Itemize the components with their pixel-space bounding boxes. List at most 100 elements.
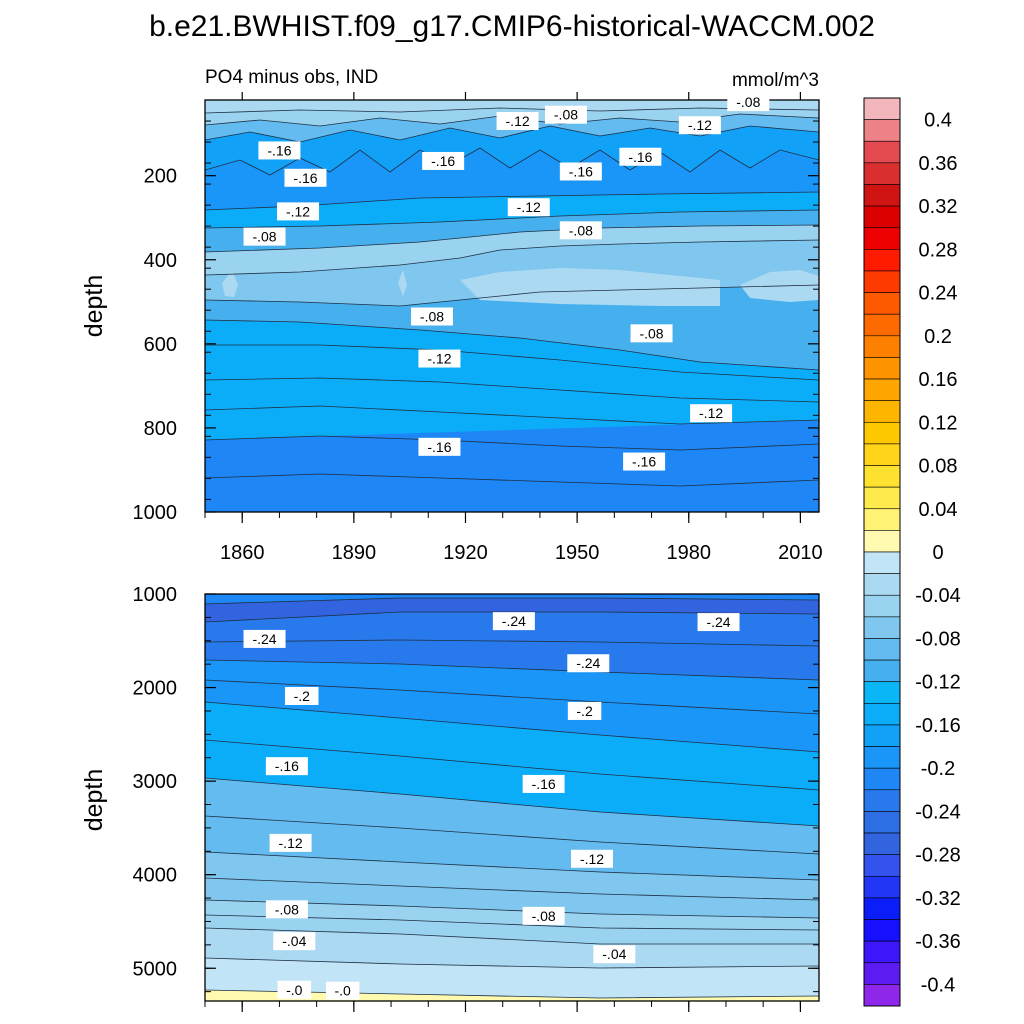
- colorbar-tick-label: -0.08: [915, 628, 961, 650]
- colorbar-swatch: [863, 140, 901, 164]
- contour-label-text: -.24: [502, 613, 526, 629]
- contour-label: -.24: [697, 613, 740, 632]
- contour-label-text: -.24: [706, 614, 730, 630]
- colorbar-swatch: [863, 205, 901, 229]
- colorbar-swatch: [863, 919, 901, 942]
- contour-label: -.08: [243, 227, 286, 246]
- colorbar-tick-label: -0.2: [921, 758, 955, 780]
- contour-label-box: [567, 654, 610, 673]
- upper-pocket-b: [398, 270, 407, 296]
- contour-label: -.16: [623, 452, 666, 471]
- x-tick-label: 2010: [778, 542, 823, 564]
- colorbar-tick-label: 0.4: [924, 110, 952, 132]
- contour-label-text: -.08: [252, 229, 276, 245]
- colorbar: 0.4 0.36 0.32 0.28 0.24 0.2 0.16 0.12 0.08 0.04 0 -…: [863, 97, 961, 1007]
- contour-label-box: [418, 437, 461, 456]
- colorbar-swatch: [863, 335, 901, 358]
- contour-label-text: -.08: [736, 94, 760, 110]
- lower-contour-line: [205, 701, 819, 753]
- contour-label-text: -.12: [580, 851, 604, 867]
- contour-label-text: -.0: [286, 982, 303, 998]
- colorbar-swatch: [863, 897, 901, 920]
- colorbar-swatch: [863, 400, 901, 423]
- contour-label-box: [678, 116, 721, 135]
- y-tick-label: 5000: [133, 958, 178, 980]
- y-tick-label: 2000: [133, 678, 178, 700]
- upper-contour-line: [205, 377, 819, 403]
- colorbar-swatch: [863, 313, 901, 337]
- colorbar-tick-label: -0.32: [915, 888, 961, 910]
- contour-label: -.16: [284, 168, 327, 187]
- colorbar-swatch: [863, 270, 901, 293]
- lower-contour-line: [205, 927, 819, 945]
- colorbar-swatch: [863, 811, 901, 834]
- upper-y-ticks: 200 400 600 800 1000: [133, 99, 819, 524]
- contour-label: -.2: [285, 686, 319, 705]
- contour-label: -.12: [277, 202, 320, 221]
- colorbar-tick-label: -0.36: [915, 931, 961, 953]
- colorbar-swatch: [863, 378, 901, 401]
- x-tick-label: 1980: [667, 542, 712, 564]
- colorbar-tick-label: -0.4: [921, 974, 955, 996]
- colorbar-swatch: [863, 616, 901, 639]
- lower-contour-labels: -.24 -.24 -.24 -.24 -.2 -.2 -.16 -.16 -.12 -.12 -.…: [243, 612, 740, 1000]
- colorbar-swatch: [863, 465, 901, 488]
- lower-contour-fill: [205, 594, 819, 1001]
- colorbar-swatch: [863, 681, 901, 704]
- colorbar-swatch: [863, 940, 901, 964]
- contour-label-box: [559, 162, 602, 181]
- upper-contour-fill: [205, 100, 819, 512]
- contour-label-box: [522, 906, 565, 925]
- colorbar-swatch: [863, 638, 901, 661]
- colorbar-swatch: [863, 162, 901, 185]
- contour-label-text: -.12: [279, 835, 303, 851]
- contour-label-text: -.2: [294, 688, 311, 704]
- lower-y-ticks: 1000 2000 3000 4000 5000: [133, 584, 819, 993]
- upper-x-ticks: 1860 1890 1920 1950 1980 2010: [204, 92, 823, 564]
- colorbar-swatch: [863, 249, 901, 272]
- upper-y-axis-label: depth: [80, 275, 108, 338]
- upper-contour-line: [205, 344, 819, 381]
- colorbar-swatch: [863, 962, 901, 985]
- contour-label: -.08: [630, 324, 673, 343]
- upper-contour-line: [205, 147, 819, 176]
- contour-label: -.24: [567, 654, 610, 673]
- contour-label-box: [284, 168, 327, 187]
- upper-panel: -.16-.12 -.08-.16 -.16-.12-.08-.16 -.16-.12…: [80, 92, 823, 564]
- contour-label: -.08: [265, 900, 308, 919]
- x-tick-label: 1860: [220, 542, 265, 564]
- colorbar-swatch: [863, 97, 901, 120]
- lower-contour-line: [205, 611, 819, 623]
- contour-label-text: -.08: [569, 222, 593, 238]
- contour-label-box: [567, 701, 602, 720]
- upper-contour-line: [205, 473, 819, 487]
- lower-contour-line: [205, 659, 819, 681]
- colorbar-frame: [863, 97, 901, 1007]
- lower-contour-line: [205, 679, 819, 715]
- contour-label-box: [496, 112, 539, 131]
- lower-contour-line: [205, 877, 819, 901]
- contour-label-box: [422, 151, 465, 170]
- contour-label-box: [277, 980, 312, 999]
- colorbar-swatch: [863, 119, 901, 142]
- lower-x-ticks: [204, 1001, 801, 1012]
- colorbar-tick-label: 0.04: [919, 499, 958, 521]
- y-tick-label: 1000: [133, 502, 178, 524]
- colorbar-tick-label: 0: [932, 542, 943, 564]
- y-tick-label: 3000: [133, 771, 178, 793]
- lower-zone-9: [205, 594, 819, 622]
- upper-contour-line: [205, 435, 819, 451]
- colorbar-tick-label: 0.12: [919, 412, 958, 434]
- contour-label: -.16: [422, 151, 465, 170]
- contour-label-box: [593, 945, 636, 964]
- colorbar-tick-label: 0.36: [919, 153, 958, 175]
- colorbar-swatch: [863, 984, 901, 1007]
- y-tick-label: 400: [144, 250, 177, 272]
- contour-label: -.12: [496, 112, 539, 131]
- units-label: mmol/m^3: [732, 70, 819, 91]
- contour-label-text: -.12: [517, 199, 541, 215]
- upper-plot-frame: [204, 99, 820, 513]
- colorbar-swatch: [863, 443, 901, 466]
- contour-label: -.08: [727, 93, 770, 112]
- colorbar-swatch: [863, 854, 901, 877]
